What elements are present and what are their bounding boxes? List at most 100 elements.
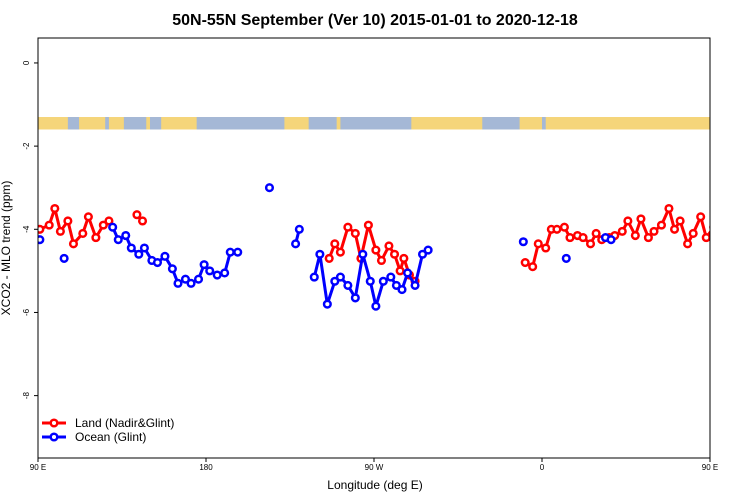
ocean-point	[139, 243, 149, 253]
ocean-point	[225, 247, 235, 257]
ocean-point	[205, 266, 215, 276]
land-point	[630, 230, 640, 241]
ocean-point	[59, 253, 69, 263]
land-point	[683, 239, 693, 249]
land-line	[524, 207, 710, 269]
land-point	[559, 222, 569, 232]
ocean-point	[737, 232, 744, 239]
y-tick-label: -6	[22, 308, 31, 316]
chart-title: 50N-55N September (Ver 10) 2015-01-01 to…	[172, 12, 578, 29]
land-point	[330, 239, 340, 249]
ocean-point	[606, 235, 616, 245]
ocean-point	[291, 239, 301, 249]
ocean-point	[167, 264, 177, 274]
land-point	[104, 216, 114, 226]
ocean-point	[335, 272, 345, 282]
ocean-band-segment	[196, 117, 285, 130]
land-point	[675, 216, 685, 226]
ocean-point	[233, 247, 243, 257]
y-tick-label: -8	[22, 392, 31, 400]
land-point	[520, 258, 530, 268]
ocean-point	[403, 268, 413, 278]
ocean-point	[220, 268, 230, 278]
ocean-line	[729, 229, 750, 264]
ocean-point	[744, 245, 750, 252]
ocean-point	[371, 301, 381, 311]
ocean-point	[386, 272, 396, 282]
ocean-point	[134, 249, 144, 259]
land-point	[688, 228, 698, 238]
x-tick-label: 90 W	[365, 463, 384, 472]
ocean-point	[264, 183, 275, 193]
ocean-point	[330, 276, 340, 286]
ocean-band-segment	[482, 117, 514, 130]
land-point	[55, 226, 65, 236]
ocean-point	[350, 293, 360, 303]
land-ocean-band	[38, 117, 725, 130]
ocean-band-segment	[719, 117, 725, 129]
land-point	[137, 216, 148, 226]
land-point	[585, 239, 596, 249]
ocean-point	[365, 276, 375, 286]
ocean-point	[322, 299, 332, 309]
ocean-band-segment	[308, 117, 337, 130]
ocean-point	[561, 253, 571, 263]
land-point	[578, 233, 588, 243]
land-point	[384, 241, 394, 251]
ocean-band-segment	[67, 117, 80, 130]
ocean-point	[180, 274, 191, 284]
ocean-point	[410, 280, 420, 290]
land-point	[324, 253, 334, 263]
ocean-band-segment	[123, 117, 147, 130]
ocean-point	[725, 226, 732, 233]
ocean-point	[397, 285, 407, 295]
land-point	[591, 228, 601, 238]
ocean-band-segment	[542, 117, 546, 130]
ocean-point	[417, 249, 428, 259]
y-tick-label: -2	[22, 142, 31, 150]
ocean-band-segment	[150, 117, 162, 130]
ocean-point	[160, 251, 170, 261]
ocean-point	[212, 270, 222, 280]
ocean-point	[199, 260, 209, 270]
land-point	[371, 245, 381, 255]
ocean-point	[378, 276, 388, 286]
land-point	[541, 243, 551, 253]
land-point	[83, 212, 93, 222]
land-point	[623, 216, 633, 226]
ocean-point	[173, 278, 183, 288]
land-point	[742, 211, 749, 218]
land-point	[363, 220, 373, 230]
ocean-point	[186, 278, 196, 288]
land-point	[132, 210, 142, 220]
land-point	[617, 226, 627, 236]
ocean-point	[343, 280, 353, 290]
land-point	[664, 203, 674, 214]
land-point	[91, 233, 101, 243]
land-point	[38, 224, 45, 234]
ocean-point	[113, 235, 123, 245]
ocean-series	[38, 183, 750, 311]
ocean-point	[294, 224, 304, 234]
land-point	[669, 224, 680, 234]
land-line	[746, 215, 750, 221]
x-tick-label: 180	[199, 463, 213, 472]
land-point	[399, 253, 409, 263]
land-point	[709, 224, 710, 230]
ocean-point	[309, 272, 319, 282]
ocean-point	[126, 243, 136, 253]
ocean-point	[108, 222, 118, 232]
land-point	[696, 212, 706, 222]
land-point	[528, 262, 538, 272]
ocean-band-segment	[105, 117, 109, 130]
y-tick-label: 0	[22, 60, 31, 65]
land-point	[701, 233, 710, 243]
land-point	[389, 249, 400, 259]
land-point	[552, 224, 562, 234]
ocean-point	[193, 274, 204, 284]
legend-land-label: Land (Nadir&Glint)	[75, 416, 174, 430]
land-point	[716, 220, 723, 227]
y-tick-label: -4	[22, 225, 31, 233]
legend-ocean-marker	[49, 432, 59, 442]
ocean-point	[423, 245, 433, 255]
